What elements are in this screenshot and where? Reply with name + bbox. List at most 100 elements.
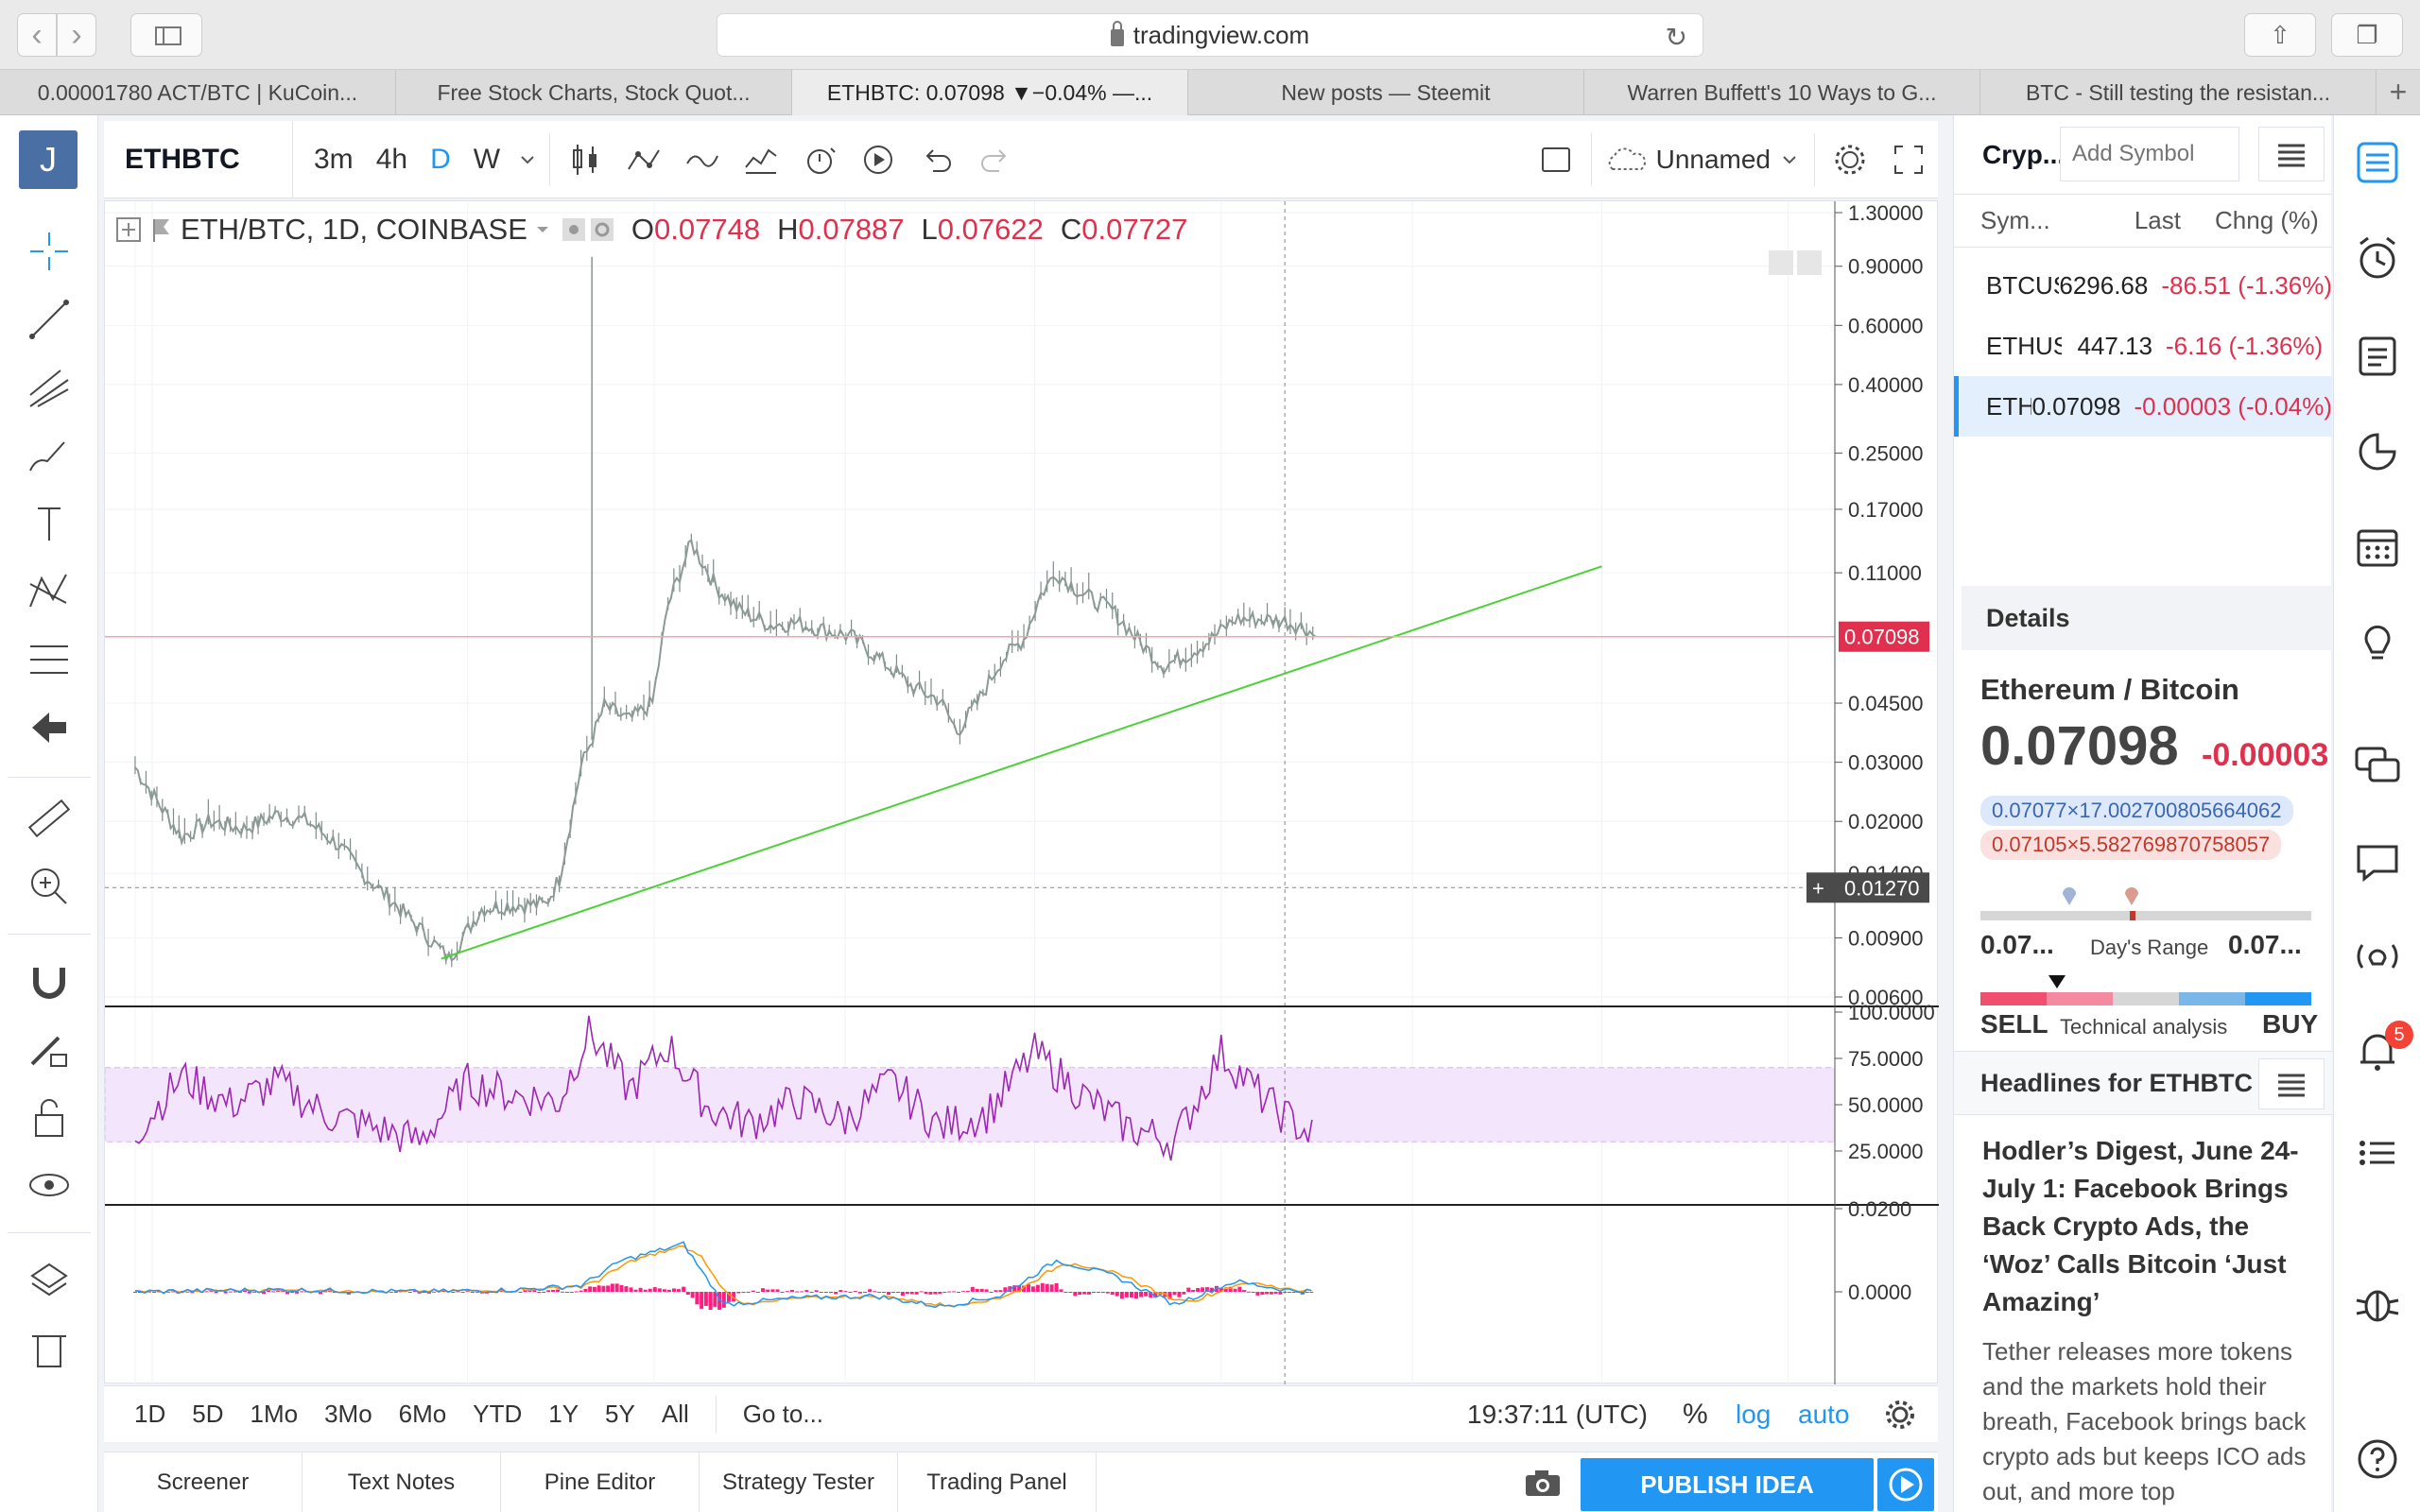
legend-settings-icon[interactable] [590, 217, 614, 242]
browser-tab[interactable]: BTC - Still testing the resistan... [1980, 70, 2377, 115]
crosshair-icon[interactable] [23, 225, 76, 278]
watchlist-menu-button[interactable] [2258, 127, 2325, 181]
range-6mo[interactable]: 6Mo [398, 1400, 447, 1428]
magnet-icon[interactable] [23, 954, 76, 1007]
range-1mo[interactable]: 1Mo [250, 1400, 299, 1428]
back-button[interactable]: ‹ [17, 13, 57, 57]
replay-icon[interactable] [849, 121, 908, 198]
trash-icon[interactable] [23, 1321, 76, 1374]
watchlist-row-selected[interactable]: ETHBTC 0.07098 -0.00003 (-0.04%) [1954, 376, 2332, 437]
browser-tab[interactable]: New posts — Steemit [1188, 70, 1584, 115]
ruler-icon[interactable] [23, 792, 76, 845]
range-1y[interactable]: 1Y [548, 1400, 579, 1428]
alert-icon[interactable] [790, 121, 849, 198]
camera-icon[interactable] [1522, 1466, 1564, 1504]
chat-icon[interactable] [2351, 835, 2404, 888]
goto-date-button[interactable]: Go to... [742, 1400, 824, 1428]
tab-strategy-tester[interactable]: Strategy Tester [700, 1452, 898, 1512]
range-all[interactable]: All [661, 1400, 689, 1428]
collapse-plus-icon[interactable] [114, 215, 143, 244]
chart-canvas[interactable]: 1.30000 0.90000 0.60000 0.40000 0.25000 0.170… [105, 201, 1939, 1384]
log-scale-button[interactable]: log [1736, 1400, 1772, 1429]
data-window-icon[interactable] [2351, 425, 2404, 478]
compare-icon[interactable] [614, 121, 673, 198]
fullscreen-select-icon[interactable] [1527, 121, 1585, 198]
add-symbol-input[interactable] [2060, 127, 2239, 181]
percent-scale-button[interactable]: % [1683, 1399, 1708, 1430]
legend-title[interactable]: ETH/BTC, 1D, COINBASE [181, 213, 527, 246]
chevron-down-icon[interactable] [533, 220, 552, 239]
streams-icon[interactable] [2351, 930, 2404, 983]
tab-pine-editor[interactable]: Pine Editor [501, 1452, 700, 1512]
pitchfork-icon[interactable] [23, 361, 76, 414]
browser-tab[interactable]: Free Stock Charts, Stock Quot... [396, 70, 792, 115]
range-1d[interactable]: 1D [134, 1400, 166, 1428]
undo-icon[interactable] [908, 121, 966, 198]
chart-pane[interactable]: 1.30000 0.90000 0.60000 0.40000 0.25000 0.170… [104, 200, 1939, 1384]
symbol-search[interactable]: ETHBTC [104, 120, 293, 198]
layers-icon[interactable] [23, 1253, 76, 1306]
pattern-icon[interactable] [23, 565, 76, 618]
timeframe-4h[interactable]: 4h [375, 143, 408, 175]
chats-icon[interactable] [2351, 739, 2404, 792]
tab-screener[interactable]: Screener [104, 1452, 302, 1512]
headlines-menu-button[interactable] [2258, 1058, 2325, 1109]
range-5y[interactable]: 5Y [605, 1400, 635, 1428]
help-icon[interactable] [2351, 1433, 2404, 1486]
indicators-icon[interactable] [673, 121, 732, 198]
range-ytd[interactable]: YTD [473, 1400, 523, 1428]
timeframe-w[interactable]: W [473, 143, 501, 175]
publish-idea-button[interactable]: PUBLISH IDEA [1581, 1458, 1874, 1511]
timeframe-d[interactable]: D [430, 143, 451, 175]
forward-button[interactable]: › [57, 13, 96, 57]
reload-icon[interactable]: ↻ [1665, 23, 1687, 52]
alarm-clock-icon[interactable] [2351, 232, 2404, 285]
ta-label[interactable]: Technical analysis [2060, 1015, 2228, 1039]
prediction-measure-icon[interactable] [23, 633, 76, 686]
flag-icon[interactable] [150, 215, 173, 244]
zoom-in-icon[interactable] [23, 860, 76, 913]
unlock-icon[interactable] [23, 1091, 76, 1143]
watchlist-row[interactable]: ETHUSD 447.13 -6.16 (-1.36%) [1954, 316, 2332, 376]
user-avatar[interactable]: J [19, 130, 78, 189]
settings-gear-icon[interactable] [1821, 121, 1879, 198]
scale-settings-gear-icon[interactable] [1881, 1396, 1919, 1440]
notifications-bell-icon[interactable] [2351, 1024, 2404, 1077]
utc-clock[interactable]: 19:37:11 (UTC) [1467, 1400, 1648, 1429]
layout-name[interactable]: Unnamed [1655, 144, 1771, 174]
arrow-left-icon[interactable] [23, 701, 76, 754]
tab-trading-panel[interactable]: Trading Panel [898, 1452, 1097, 1512]
browser-tab-active[interactable]: ETHBTC: 0.07098 ▼−0.04% —... [792, 70, 1188, 115]
candles-icon[interactable] [556, 121, 614, 198]
financials-icon[interactable] [732, 121, 790, 198]
column-symbol[interactable]: Sym... [1980, 206, 2050, 234]
fullscreen-icon[interactable] [1879, 121, 1938, 198]
range-3mo[interactable]: 3Mo [324, 1400, 372, 1428]
browser-tab[interactable]: Warren Buffett's 10 Ways to G... [1584, 70, 1980, 115]
ideas-bulb-icon[interactable] [2351, 616, 2404, 669]
chevron-down-icon[interactable] [511, 121, 544, 198]
trendline[interactable] [441, 565, 1602, 960]
play-icon[interactable] [1877, 1458, 1934, 1511]
browser-tab[interactable]: 0.00001780 ACT/BTC | KuCoin... [0, 70, 396, 115]
share-button[interactable]: ⇧ [2244, 13, 2316, 57]
auto-scale-button[interactable]: auto [1798, 1400, 1850, 1429]
timeframe-3m[interactable]: 3m [314, 143, 354, 175]
column-last[interactable]: Last [2134, 206, 2181, 234]
notes-icon[interactable] [2351, 329, 2404, 382]
show-tabs-button[interactable]: ❐ [2331, 13, 2403, 57]
trend-line-icon[interactable] [23, 293, 76, 346]
watchlist-icon[interactable] [2351, 136, 2404, 189]
sidebar-toggle-button[interactable] [130, 13, 202, 57]
details-header[interactable]: Details [1962, 586, 2332, 650]
redo-icon[interactable] [966, 121, 1025, 198]
headline-title[interactable]: Hodler’s Digest, June 24-July 1: Faceboo… [1982, 1136, 2299, 1316]
brush-icon[interactable] [23, 429, 76, 482]
range-5d[interactable]: 5D [192, 1400, 224, 1428]
lock-drawing-pencil-icon[interactable] [23, 1022, 76, 1075]
calendar-icon[interactable] [2351, 520, 2404, 573]
watchlist-row[interactable]: BTCUSD 6296.68 -86.51 (-1.36%) [1954, 255, 2332, 316]
tab-text-notes[interactable]: Text Notes [302, 1452, 501, 1512]
column-change[interactable]: Chng (%) [2215, 206, 2319, 234]
watchlist-title[interactable]: Cryp... [1982, 139, 2066, 169]
